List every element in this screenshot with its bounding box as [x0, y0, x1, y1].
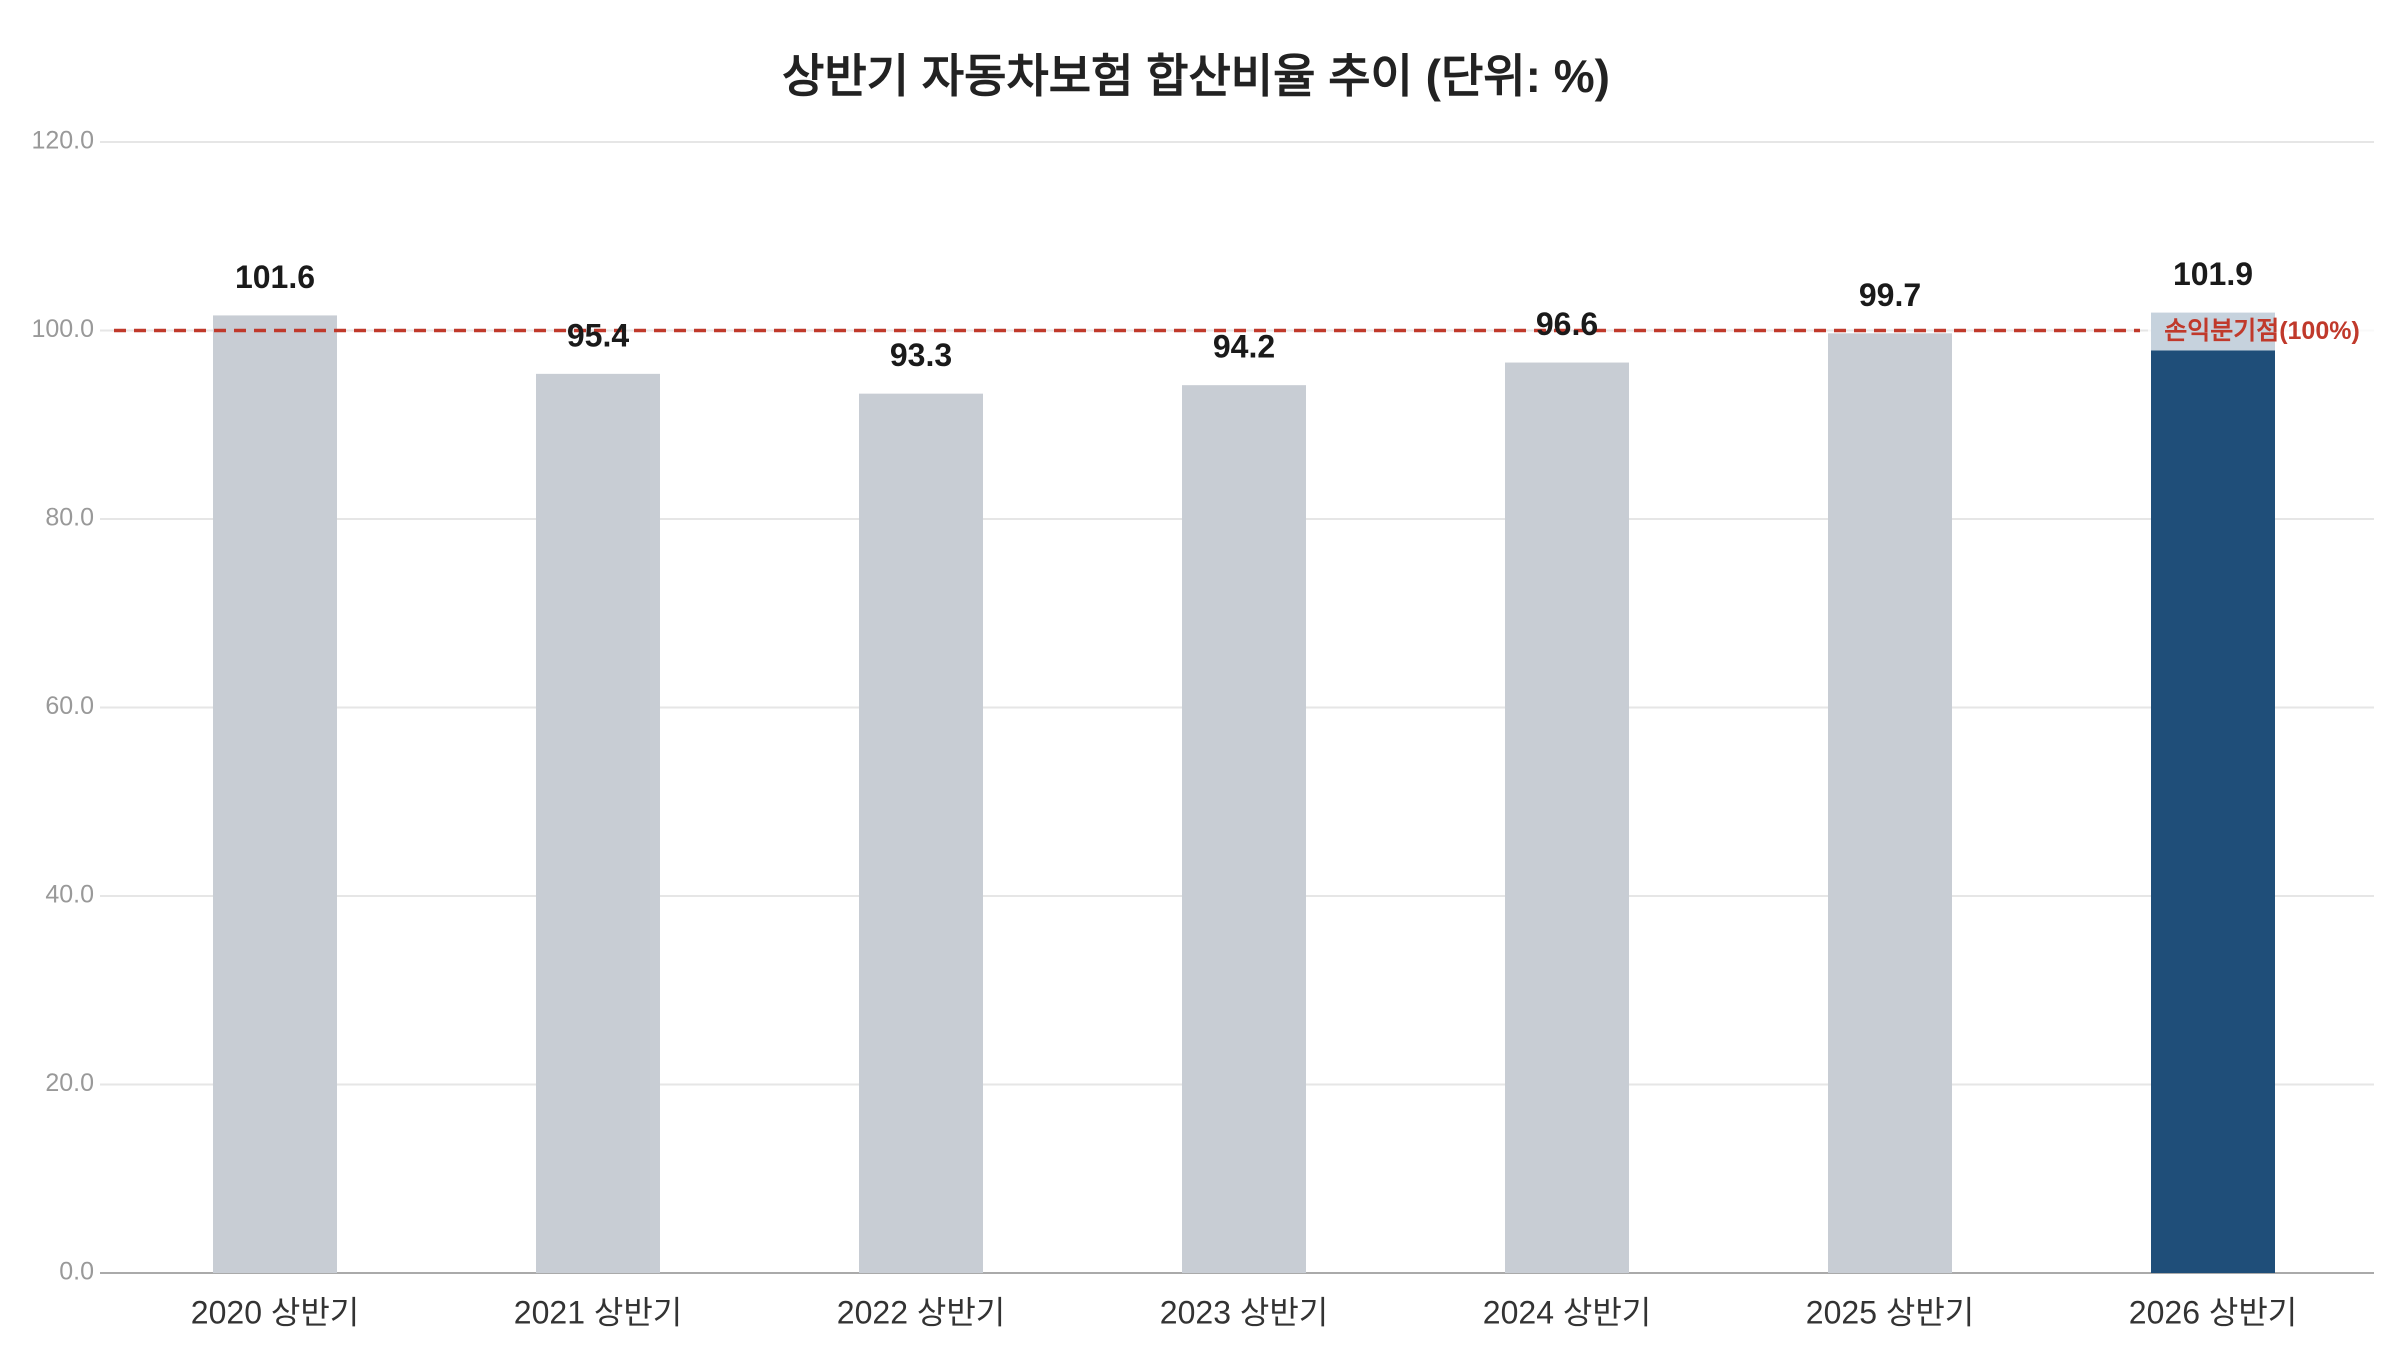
y-tick-label: 100.0	[31, 315, 94, 343]
x-tick-label: 2023 상반기	[1160, 1294, 1328, 1330]
y-tick-label: 0.0	[59, 1258, 94, 1286]
value-label: 99.7	[1859, 277, 1921, 313]
y-tick-label: 120.0	[31, 127, 94, 155]
reference-label-bg	[2148, 310, 2376, 351]
x-tick-label: 2020 상반기	[191, 1294, 359, 1330]
x-tick-label: 2025 상반기	[1806, 1294, 1974, 1330]
value-label: 94.2	[1213, 329, 1275, 365]
x-tick-label: 2026 상반기	[2129, 1294, 2297, 1330]
bar	[1505, 362, 1629, 1273]
reference-label: 손익분기점(100%)	[2164, 317, 2360, 345]
bar	[2151, 312, 2275, 1273]
value-label: 101.9	[2173, 256, 2253, 292]
bar	[859, 393, 983, 1274]
x-tick-label: 2021 상반기	[514, 1294, 682, 1330]
chart-title: 상반기 자동차보험 합산비율 추이 (단위: %)	[782, 50, 1610, 102]
y-tick-label: 80.0	[45, 504, 94, 532]
x-tick-label: 2022 상반기	[837, 1294, 1005, 1330]
value-label: 101.6	[235, 259, 315, 295]
value-label: 95.4	[567, 317, 629, 353]
y-tick-label: 40.0	[45, 881, 94, 909]
bar	[1182, 385, 1306, 1273]
y-tick-label: 20.0	[45, 1069, 94, 1097]
x-tick-label: 2024 상반기	[1483, 1294, 1651, 1330]
y-tick-label: 60.0	[45, 692, 94, 720]
bar	[1828, 333, 1952, 1273]
bar	[213, 315, 337, 1273]
value-label: 93.3	[890, 337, 952, 373]
value-label: 96.6	[1536, 306, 1598, 342]
bar	[536, 373, 660, 1274]
